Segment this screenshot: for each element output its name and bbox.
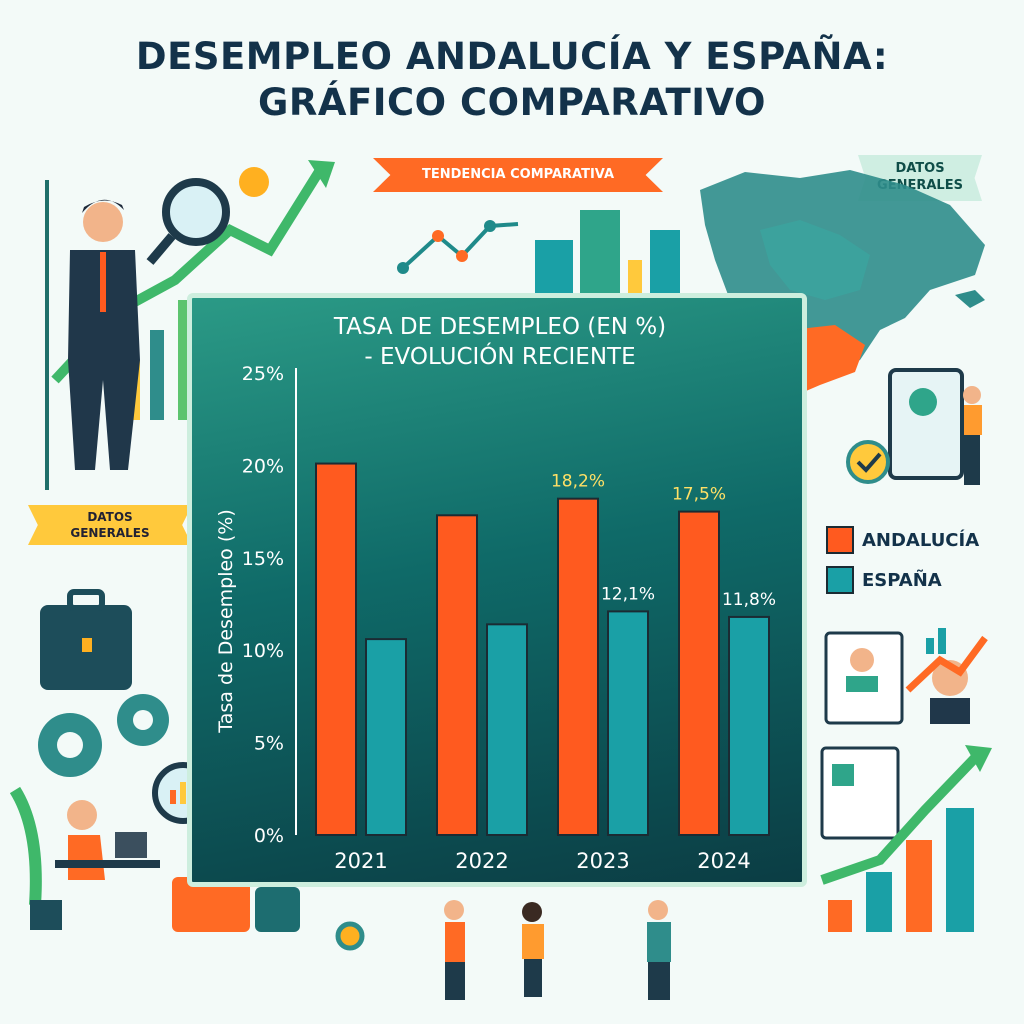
y-tick-label: 5% [254,733,284,755]
ribbon-trend: TENDENCIA COMPARATIVA [373,158,663,192]
data-label-andalucia-2023: 18,2% [551,472,605,492]
checklist-clipboard-icon [846,368,982,485]
chart-title: TASA DE DESEMPLEO (EN %) - EVOLUCIÓN REC… [315,312,685,372]
chart-title-line-2: - EVOLUCIÓN RECIENTE [364,344,636,370]
bar-espana-2021 [365,638,407,836]
bar-espana-2022 [486,623,528,836]
legend: ANDALUCÍA ESPAÑA [826,526,979,594]
team-people-icon [335,900,671,1000]
legend-item-andalucia: ANDALUCÍA [826,526,979,554]
x-tick-label: 2021 [334,849,387,873]
data-label-andalucia-2024: 17,5% [672,485,726,505]
bar-andalucia-2021 [315,462,357,836]
data-label-espana-2023: 12,1% [601,584,655,604]
y-tick-label: 25% [242,363,284,385]
gears-icon [38,694,169,777]
ribbon-general-data-left: DATOS GENERALES [28,505,192,545]
legend-item-espana: ESPAÑA [826,566,979,594]
y-tick-label: 15% [242,548,284,570]
briefcase-icon [40,589,132,690]
ribbon-general-data-left-line-2: GENERALES [70,526,150,540]
x-tick-label: 2022 [455,849,508,873]
page-title-line-2: GRÁFICO COMPARATIVO [257,81,766,124]
page-title: DESEMPLEO ANDALUCÍA Y ESPAÑA: GRÁFICO CO… [0,34,1024,126]
x-tick-label: 2023 [576,849,629,873]
bottom-briefcases-icon [172,877,300,932]
y-tick-label: 20% [242,455,284,477]
bar-espana-2024 [728,615,770,836]
trend-mini-chart-icon [397,210,680,295]
y-tick-label: 0% [254,825,284,847]
bar-andalucia-2024 [678,510,720,836]
ribbon-general-data-left-line-1: DATOS [87,510,133,524]
growth-bars-icon [820,745,992,932]
y-tick-label: 10% [242,640,284,662]
legend-swatch-espana [826,566,854,594]
page-title-line-1: DESEMPLEO ANDALUCÍA Y ESPAÑA: [135,35,889,78]
legend-label-espana: ESPAÑA [862,569,942,591]
ribbon-general-data-top-line-1: DATOS [895,161,945,176]
bar-espana-2023 [607,610,649,837]
bar-andalucia-2023 [557,497,599,836]
data-label-espana-2024: 11,8% [722,590,776,610]
woman-laptop-icon [9,762,214,930]
profile-cards-icon [820,628,988,840]
x-tick-label: 2024 [697,849,750,873]
legend-label-andalucia: ANDALUCÍA [862,529,980,551]
bar-andalucia-2022 [436,514,478,837]
businessman-magnifier-icon [45,160,335,490]
legend-swatch-andalucia [826,526,854,554]
chart-title-line-1: TASA DE DESEMPLEO (EN %) [333,314,667,340]
